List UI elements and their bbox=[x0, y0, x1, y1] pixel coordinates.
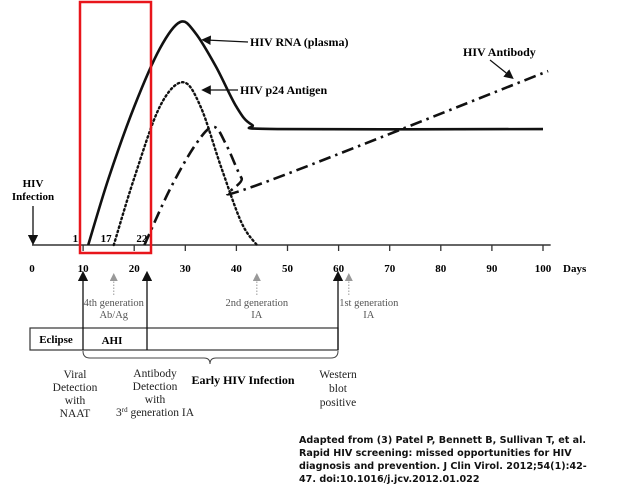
p24-label: HIV p24 Antigen bbox=[240, 83, 327, 97]
curve-labels: HIV RNA (plasma) HIV p24 Antigen HIV Ant… bbox=[12, 35, 587, 275]
testing-timeline: Eclipse AHI Early HIV Infection 4th gene… bbox=[29, 270, 399, 420]
label-line: Detection bbox=[133, 381, 178, 393]
hiv-antibody-curve bbox=[143, 69, 549, 246]
antibody-detection-label: Antibody Detection with 3rd generation I… bbox=[116, 368, 195, 419]
label-line: 3rd generation IA bbox=[116, 406, 195, 419]
label-line: Detection bbox=[53, 382, 98, 394]
label-line: blot bbox=[329, 383, 348, 395]
x-axis-label: Days bbox=[563, 263, 587, 275]
label-line: positive bbox=[320, 397, 356, 409]
x-tick-label: 80 bbox=[435, 263, 447, 275]
naat-detection-label: Viral Detection with NAAT bbox=[53, 369, 98, 420]
label-part: 3 bbox=[116, 407, 122, 419]
x-tick-label: 0 bbox=[29, 263, 35, 275]
day-marker-label: 22 bbox=[136, 233, 148, 245]
x-tick-label: 100 bbox=[535, 263, 552, 275]
curves bbox=[86, 20, 549, 247]
x-tick-label: 70 bbox=[384, 263, 396, 275]
label-line: Viral bbox=[64, 369, 87, 381]
label-line: NAAT bbox=[60, 408, 91, 420]
label-line: with bbox=[65, 395, 86, 407]
early-infection-brace bbox=[82, 350, 339, 365]
x-tick-label: 10 bbox=[78, 263, 90, 275]
test-label: IA bbox=[251, 310, 262, 321]
x-tick-label: 60 bbox=[333, 263, 345, 275]
ahi-label: AHI bbox=[102, 335, 123, 347]
x-tick-label: 30 bbox=[180, 263, 192, 275]
label-part: generation IA bbox=[128, 407, 195, 419]
label-line: Western bbox=[319, 369, 357, 381]
hiv-p24-antigen-curve bbox=[112, 81, 259, 247]
x-tick-label: 90 bbox=[486, 263, 498, 275]
antibody-label: HIV Antibody bbox=[463, 45, 536, 59]
x-axis: 0 10 20 30 40 50 60 70 80 90 100 1 17 22 bbox=[29, 233, 552, 275]
rna-label-arrow bbox=[201, 35, 249, 46]
early-infection-label: Early HIV Infection bbox=[191, 373, 294, 387]
test-label: Ab/Ag bbox=[99, 310, 128, 321]
test-label: IA bbox=[363, 310, 374, 321]
x-tick-label: 40 bbox=[231, 263, 243, 275]
citation: Adapted from (3) Patel P, Bennett B, Sul… bbox=[299, 435, 587, 485]
label-part: rd bbox=[122, 406, 128, 414]
phase-bar bbox=[29, 327, 339, 351]
x-tick-label: 50 bbox=[282, 263, 294, 275]
eclipse-label: Eclipse bbox=[39, 334, 73, 346]
test-label: 1st generation bbox=[339, 298, 399, 309]
label-line: Antibody bbox=[133, 368, 177, 380]
rna-label: HIV RNA (plasma) bbox=[250, 35, 348, 49]
antibody-label-arrow bbox=[489, 59, 514, 79]
western-blot-label: Western blot positive bbox=[319, 369, 357, 409]
day-marker-label: 1 bbox=[73, 233, 79, 245]
highlight-box bbox=[78, 0, 153, 255]
test-label: 2nd generation bbox=[225, 298, 288, 309]
x-tick-label: 20 bbox=[129, 263, 141, 275]
infection-label: HIV bbox=[23, 178, 44, 190]
label-line: with bbox=[145, 394, 166, 406]
day-marker-label: 17 bbox=[101, 233, 113, 245]
hiv-rna-plasma-curve bbox=[86, 20, 544, 246]
infection-label: Infection bbox=[12, 191, 54, 203]
test-label: 4th generation bbox=[84, 298, 145, 309]
